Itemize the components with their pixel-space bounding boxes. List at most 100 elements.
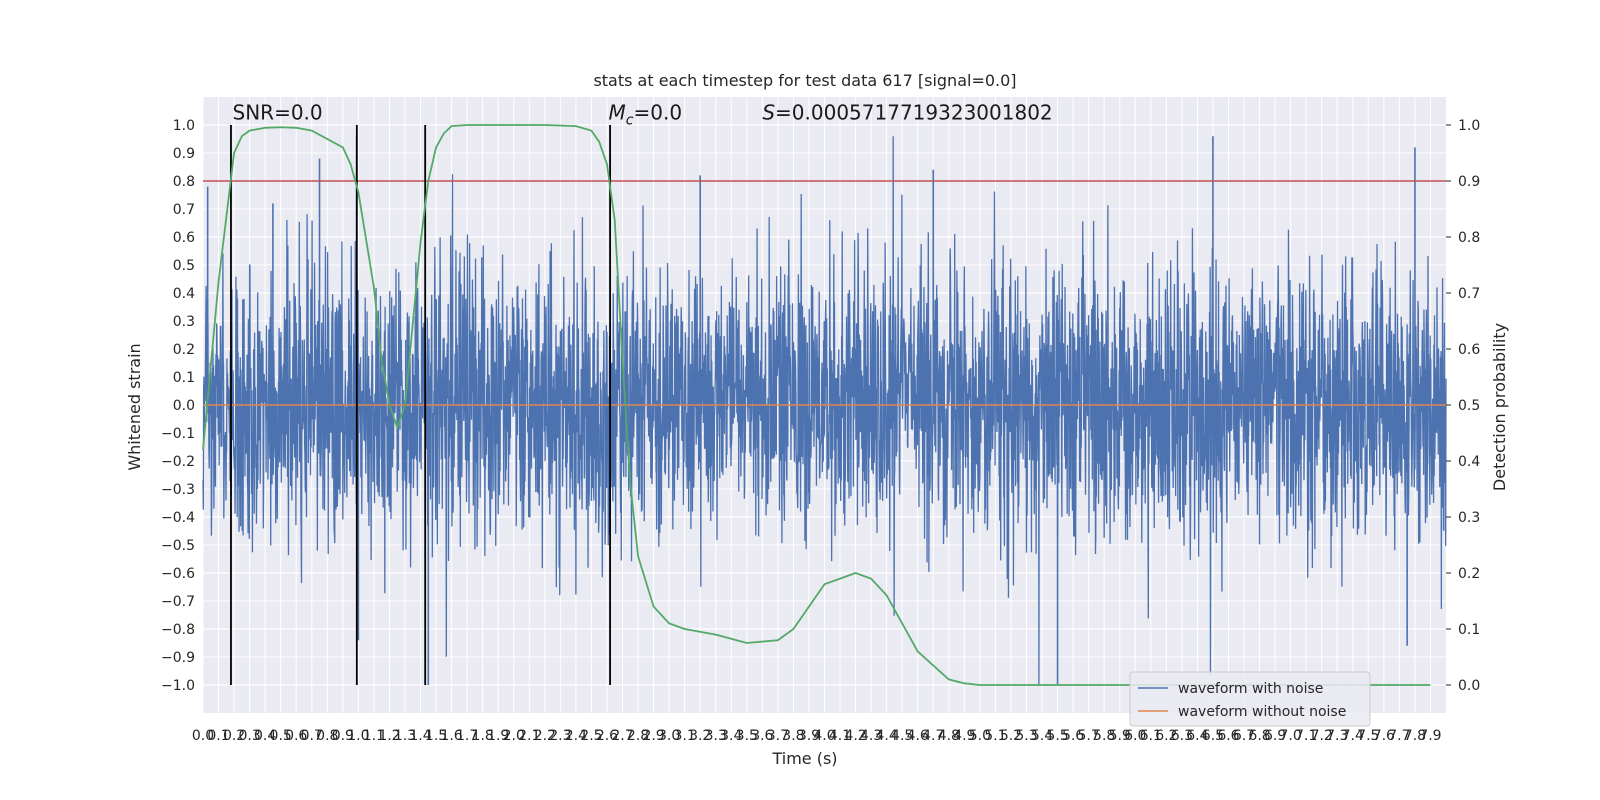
x-tick-label: 5.4 xyxy=(1031,728,1053,744)
x-tick-label: 4.7 xyxy=(922,728,944,744)
chart-title: stats at each timestep for test data 617… xyxy=(593,71,1016,90)
x-tick-label: 1.4 xyxy=(409,728,431,744)
y-tick-label-left: 0.2 xyxy=(173,342,195,358)
x-tick-label: 6.9 xyxy=(1264,728,1286,744)
x-tick-label: 5.2 xyxy=(1000,728,1022,744)
y-tick-label-left: −0.8 xyxy=(161,622,195,638)
chirp-mass-annotation: Mc=0.0 xyxy=(609,100,683,128)
y-tick-label-left: 1.0 xyxy=(173,118,195,134)
x-tick-label: 6.1 xyxy=(1140,728,1162,744)
y-axis-label-right: Detection probability xyxy=(1490,323,1509,491)
x-tick-label: 1.6 xyxy=(440,728,462,744)
x-tick-label: 3.3 xyxy=(705,728,727,744)
x-axis-label: Time (s) xyxy=(771,749,837,768)
x-tick-label: 3.4 xyxy=(720,728,742,744)
x-tick-label: 0.1 xyxy=(207,728,229,744)
x-tick-label: 5.0 xyxy=(969,728,991,744)
x-tick-label: 5.9 xyxy=(1109,728,1131,744)
x-tick-label: 3.8 xyxy=(782,728,804,744)
x-tick-label: 4.4 xyxy=(876,728,898,744)
x-tick-label: 7.7 xyxy=(1388,728,1410,744)
x-tick-label: 4.5 xyxy=(891,728,913,744)
legend-box xyxy=(1129,671,1371,727)
x-tick-label: 5.5 xyxy=(1046,728,1068,744)
x-tick-label: 2.7 xyxy=(611,728,633,744)
y-tick-label-left: 0.5 xyxy=(173,258,195,274)
x-tick-label: 0.3 xyxy=(238,728,260,744)
x-tick-label: 1.8 xyxy=(472,728,494,744)
x-tick-label: 1.2 xyxy=(378,728,400,744)
x-tick-label: 4.9 xyxy=(953,728,975,744)
x-tick-label: 1.1 xyxy=(363,728,385,744)
y-axis-label-left: Whitened strain xyxy=(125,343,144,470)
y-tick-label-left: 0.8 xyxy=(173,174,195,190)
y-tick-label-right: 1.0 xyxy=(1458,118,1480,134)
x-tick-label: 2.5 xyxy=(580,728,602,744)
y-tick-label-left: 0.4 xyxy=(173,286,195,302)
x-tick-label: 0.0 xyxy=(192,728,214,744)
y-tick-label-left: −0.6 xyxy=(161,566,195,582)
x-tick-label: 6.3 xyxy=(1171,728,1193,744)
x-tick-label: 1.7 xyxy=(456,728,478,744)
x-tick-label: 2.4 xyxy=(565,728,587,744)
x-tick-label: 4.8 xyxy=(938,728,960,744)
y-tick-label-left: −0.7 xyxy=(161,594,195,610)
x-tick-label: 7.9 xyxy=(1419,728,1441,744)
x-tick-label: 4.6 xyxy=(907,728,929,744)
y-tick-label-right: 0.3 xyxy=(1458,510,1480,526)
x-tick-label: 6.4 xyxy=(1186,728,1208,744)
y-tick-label-right: 0.1 xyxy=(1458,622,1480,638)
x-tick-label: 0.2 xyxy=(223,728,245,744)
y-tick-label-left: 0.9 xyxy=(173,146,195,162)
y-tick-label-right: 0.6 xyxy=(1458,342,1480,358)
legend-label-noise: waveform with noise xyxy=(1178,681,1323,697)
y-tick-label-left: −0.5 xyxy=(161,538,195,554)
y-tick-label-right: 0.5 xyxy=(1458,398,1480,414)
x-tick-label: 5.1 xyxy=(984,728,1006,744)
x-tick-label: 1.5 xyxy=(425,728,447,744)
y-tick-label-left: −0.1 xyxy=(161,426,195,442)
x-tick-label: 3.1 xyxy=(674,728,696,744)
y-tick-label-left: 0.7 xyxy=(173,202,195,218)
x-tick-label: 6.5 xyxy=(1202,728,1224,744)
x-tick-label: 3.0 xyxy=(658,728,680,744)
x-tick-label: 2.1 xyxy=(518,728,540,744)
x-tick-label: 5.8 xyxy=(1093,728,1115,744)
y-tick-label-right: 0.2 xyxy=(1458,566,1480,582)
y-tick-label-left: 0.3 xyxy=(173,314,195,330)
x-tick-label: 1.9 xyxy=(487,728,509,744)
x-tick-label: 2.2 xyxy=(534,728,556,744)
x-tick-label: 7.6 xyxy=(1373,728,1395,744)
x-tick-label: 0.8 xyxy=(316,728,338,744)
y-tick-label-left: 0.1 xyxy=(173,370,195,386)
x-tick-label: 1.3 xyxy=(394,728,416,744)
y-tick-label-left: −0.2 xyxy=(161,454,195,470)
legend: waveform with noise waveform without noi… xyxy=(1129,671,1371,727)
x-tick-label: 0.5 xyxy=(270,728,292,744)
x-tick-label: 2.6 xyxy=(596,728,618,744)
x-tick-label: 6.8 xyxy=(1248,728,1270,744)
x-tick-label: 0.9 xyxy=(332,728,354,744)
y-tick-label-left: −0.4 xyxy=(161,510,195,526)
snr-annotation: SNR=0.0 xyxy=(233,100,323,124)
x-tick-label: 4.3 xyxy=(860,728,882,744)
y-tick-label-left: −0.9 xyxy=(161,650,195,666)
legend-label-clean: waveform without noise xyxy=(1178,704,1346,720)
x-tick-label: 7.2 xyxy=(1311,728,1333,744)
x-tick-label: 7.5 xyxy=(1357,728,1379,744)
x-tick-label: 3.5 xyxy=(736,728,758,744)
y-tick-label-right: 0.9 xyxy=(1458,174,1480,190)
x-tick-label: 2.3 xyxy=(549,728,571,744)
x-tick-label: 6.7 xyxy=(1233,728,1255,744)
y-tick-label-left: −0.3 xyxy=(161,482,195,498)
x-tick-label: 0.6 xyxy=(285,728,307,744)
x-tick-label: 6.0 xyxy=(1124,728,1146,744)
x-tick-label: 6.6 xyxy=(1217,728,1239,744)
y-tick-label-right: 0.7 xyxy=(1458,286,1480,302)
x-tick-label: 7.1 xyxy=(1295,728,1317,744)
y-tick-label-right: 0.8 xyxy=(1458,230,1480,246)
x-tick-label: 1.0 xyxy=(347,728,369,744)
detection-probability-line xyxy=(202,124,1431,686)
x-tick-label: 7.0 xyxy=(1279,728,1301,744)
x-tick-label: 0.7 xyxy=(301,728,323,744)
